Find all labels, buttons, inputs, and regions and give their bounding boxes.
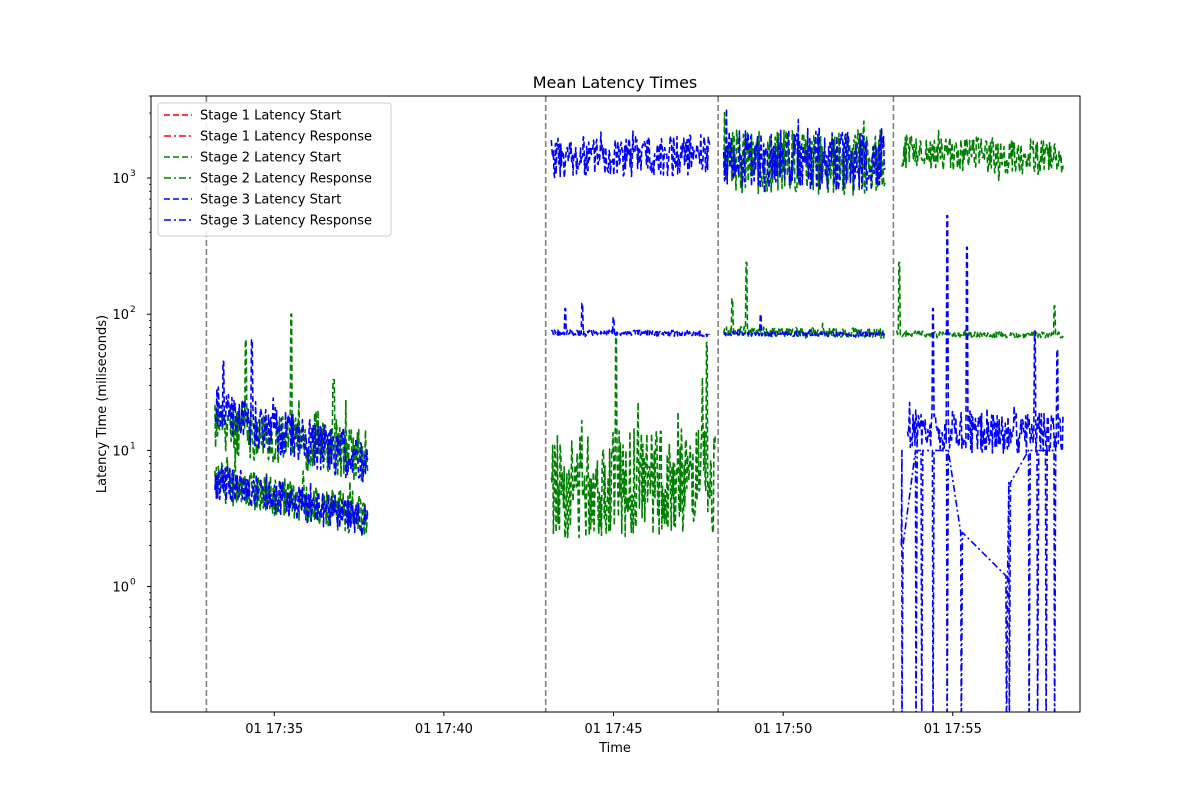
legend: Stage 1 Latency Start Stage 1 Latency Res… xyxy=(157,102,392,237)
series-5-segment-0 xyxy=(900,449,1057,712)
legend-label-2: Stage 2 Latency Start xyxy=(200,151,341,166)
x-tick-label-2: 01 17:45 xyxy=(584,722,642,737)
legend-label-4: Stage 3 Latency Start xyxy=(200,193,341,208)
legend-label-5: Stage 3 Latency Response xyxy=(200,214,372,229)
y-tick-label-3: 10 xyxy=(112,172,129,187)
x-tick-label-1: 01 17:40 xyxy=(415,722,473,737)
series-4-segment-5 xyxy=(723,313,886,338)
y-tick-exponent-1: 1 xyxy=(130,441,136,451)
series-4-segment-2 xyxy=(550,130,711,179)
y-tick-label-0: 10 xyxy=(112,581,129,596)
series-4-segment-6 xyxy=(906,214,1064,456)
x-tick-label-0: 01 17:35 xyxy=(245,722,303,737)
plot-frame xyxy=(150,95,1081,713)
legend-box xyxy=(157,102,392,237)
series-2-segment-6 xyxy=(895,261,1064,339)
y-tick-exponent-3: 3 xyxy=(130,169,136,179)
series-4-segment-1 xyxy=(214,464,369,537)
y-axis-label: Latency Time (miliseconds) xyxy=(95,315,110,493)
series-4-segment-4 xyxy=(723,107,886,194)
legend-label-1: Stage 1 Latency Response xyxy=(200,130,372,145)
x-tick-label-3: 01 17:50 xyxy=(754,722,812,737)
y-tick-exponent-0: 0 xyxy=(130,578,136,588)
series-2-segment-2 xyxy=(550,336,717,539)
legend-label-0: Stage 1 Latency Start xyxy=(200,109,341,124)
series-4-segment-0 xyxy=(214,338,369,483)
y-tick-label-1: 10 xyxy=(112,444,129,459)
series-4-segment-3 xyxy=(550,302,711,338)
x-tick-label-4: 01 17:55 xyxy=(924,722,982,737)
series-2-segment-4 xyxy=(723,261,886,339)
x-axis: 01 17:35 01 17:40 01 17:45 01 17:50 01 17:55 xyxy=(245,712,982,737)
x-axis-label: Time xyxy=(598,741,631,756)
plot-area xyxy=(205,96,1064,712)
y-tick-exponent-2: 2 xyxy=(130,305,136,315)
legend-label-3: Stage 2 Latency Response xyxy=(200,172,372,187)
chart-title: Mean Latency Times xyxy=(533,73,698,92)
y-tick-label-2: 10 xyxy=(112,308,129,323)
series-2-segment-5 xyxy=(901,129,1064,182)
